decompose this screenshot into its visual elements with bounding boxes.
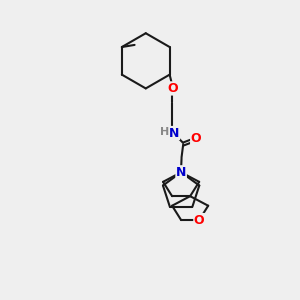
Text: N: N xyxy=(176,166,186,179)
Text: O: O xyxy=(191,132,201,145)
Text: N: N xyxy=(169,127,179,140)
Text: H: H xyxy=(160,127,169,137)
Text: O: O xyxy=(194,214,205,226)
Text: O: O xyxy=(167,82,178,95)
